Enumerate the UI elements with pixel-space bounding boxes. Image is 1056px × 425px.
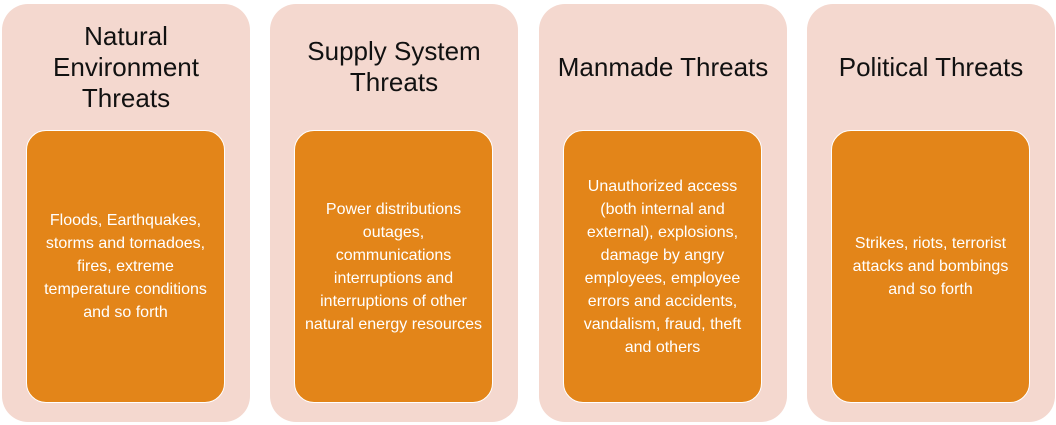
column-title: Political Threats [838, 51, 1024, 82]
column-body-box: Unauthorized access (both internal and e… [563, 130, 762, 403]
column-supply-system: Supply System Threats Power distribution… [270, 4, 518, 422]
column-body-box: Power distributions outages, communicati… [294, 130, 493, 403]
column-political: Political Threats Strikes, riots, terror… [807, 4, 1055, 422]
column-title: Natural Environment Threats [53, 20, 199, 113]
column-body-box: Floods, Earthquakes, storms and tornadoe… [26, 130, 225, 403]
column-natural-environment: Natural Environment Threats Floods, Eart… [2, 4, 250, 422]
column-manmade: Manmade Threats Unauthorized access (bot… [539, 4, 787, 422]
column-title: Supply System Threats [307, 36, 481, 97]
column-body-box: Strikes, riots, terrorist attacks and bo… [831, 130, 1030, 403]
column-title: Manmade Threats [557, 51, 769, 82]
